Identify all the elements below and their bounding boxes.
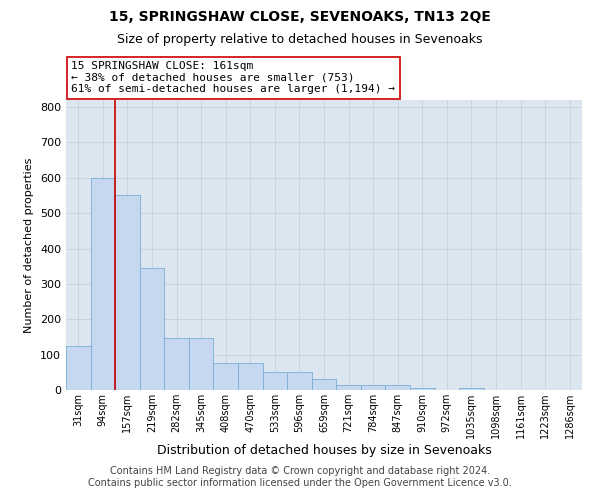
Bar bbox=[336, 386, 361, 390]
Bar bbox=[115, 196, 140, 390]
Bar bbox=[91, 178, 115, 390]
Bar bbox=[164, 338, 189, 390]
Bar bbox=[263, 372, 287, 390]
X-axis label: Distribution of detached houses by size in Sevenoaks: Distribution of detached houses by size … bbox=[157, 444, 491, 457]
Bar bbox=[189, 338, 214, 390]
Text: 15 SPRINGSHAW CLOSE: 161sqm
← 38% of detached houses are smaller (753)
61% of se: 15 SPRINGSHAW CLOSE: 161sqm ← 38% of det… bbox=[71, 61, 395, 94]
Bar bbox=[361, 386, 385, 390]
Bar bbox=[459, 388, 484, 390]
Bar bbox=[410, 388, 434, 390]
Bar bbox=[312, 380, 336, 390]
Bar bbox=[238, 364, 263, 390]
Y-axis label: Number of detached properties: Number of detached properties bbox=[25, 158, 34, 332]
Bar bbox=[287, 372, 312, 390]
Bar bbox=[214, 364, 238, 390]
Bar bbox=[66, 346, 91, 390]
Bar bbox=[385, 386, 410, 390]
Text: 15, SPRINGSHAW CLOSE, SEVENOAKS, TN13 2QE: 15, SPRINGSHAW CLOSE, SEVENOAKS, TN13 2Q… bbox=[109, 10, 491, 24]
Bar bbox=[140, 268, 164, 390]
Text: Contains HM Land Registry data © Crown copyright and database right 2024.
Contai: Contains HM Land Registry data © Crown c… bbox=[88, 466, 512, 487]
Text: Size of property relative to detached houses in Sevenoaks: Size of property relative to detached ho… bbox=[117, 32, 483, 46]
